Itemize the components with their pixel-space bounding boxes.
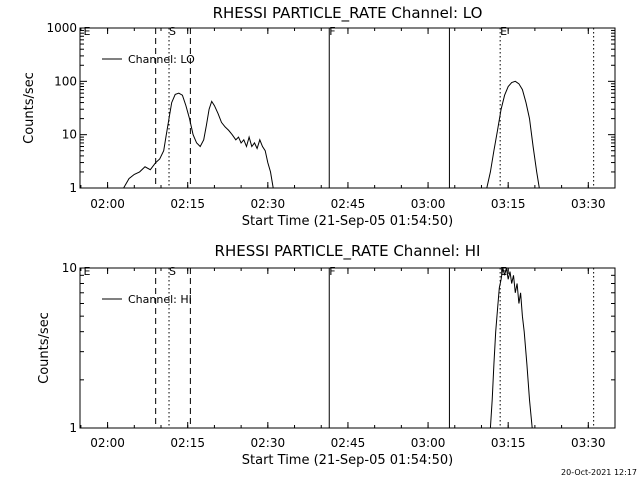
lo-x-tick-label: 03:30 — [571, 197, 606, 211]
lo-y-axis-label: Counts/sec — [22, 72, 37, 144]
lo-y-tick-label: 100 — [54, 74, 77, 88]
footer-timestamp: 20-Oct-2021 12:17 — [561, 468, 637, 477]
lo-x-tick-label: 02:00 — [90, 197, 125, 211]
hi-x-tick-label: 03:00 — [411, 436, 446, 450]
hi-x-axis-label: Start Time (21-Sep-05 01:54:50) — [242, 453, 453, 468]
lo-y-tick-label: 1000 — [46, 21, 77, 35]
lo-series-line — [486, 80, 540, 189]
lo-marker-label: E — [500, 25, 507, 38]
lo-marker-label: E — [84, 25, 91, 38]
hi-x-tick-label: 03:30 — [571, 436, 606, 450]
lo-y-tick-label: 10 — [62, 128, 77, 142]
hi-marker-label: E — [84, 265, 91, 278]
lo-chart-title: RHESSI PARTICLE_RATE Channel: LO — [213, 4, 483, 23]
hi-y-tick-label: 10 — [62, 261, 77, 275]
lo-x-axis-label: Start Time (21-Sep-05 01:54:50) — [242, 214, 453, 229]
lo-channel-panel: RHESSI PARTICLE_RATE Channel: LO E S F E 02:0… — [22, 4, 616, 229]
lo-x-tick-label: 03:15 — [491, 197, 526, 211]
hi-y-tick-label: 1 — [69, 421, 77, 435]
lo-marker-label: F — [329, 25, 335, 38]
lo-x-tick-label: 02:15 — [170, 197, 205, 211]
lo-x-tick-label: 03:00 — [411, 197, 446, 211]
hi-marker-label: S — [169, 265, 176, 278]
lo-y-tick-label: 1 — [69, 181, 77, 195]
lo-series-line — [123, 92, 274, 189]
hi-x-tick-label: 02:00 — [90, 436, 125, 450]
hi-y-axis-label: Counts/sec — [37, 312, 52, 384]
hi-x-tick-label: 02:15 — [170, 436, 205, 450]
lo-plot-frame — [79, 27, 616, 189]
hi-x-tick-label: 03:15 — [491, 436, 526, 450]
lo-x-tick-label: 02:30 — [251, 197, 286, 211]
lo-x-tick-label: 02:45 — [331, 197, 366, 211]
hi-marker-label: F — [329, 265, 335, 278]
hi-plot-frame — [79, 267, 616, 429]
hi-channel-panel: RHESSI PARTICLE_RATE Channel: HIE S F E02:0… — [37, 242, 616, 468]
hi-legend-label: Channel: HI — [128, 293, 192, 306]
hi-x-tick-label: 02:45 — [331, 436, 366, 450]
hi-series-line — [489, 267, 533, 429]
lo-marker-label: S — [169, 25, 176, 38]
hi-chart-title: RHESSI PARTICLE_RATE Channel: HI — [215, 242, 481, 261]
hi-x-tick-label: 02:30 — [251, 436, 286, 450]
lo-legend-label: Channel: LO — [128, 53, 195, 66]
